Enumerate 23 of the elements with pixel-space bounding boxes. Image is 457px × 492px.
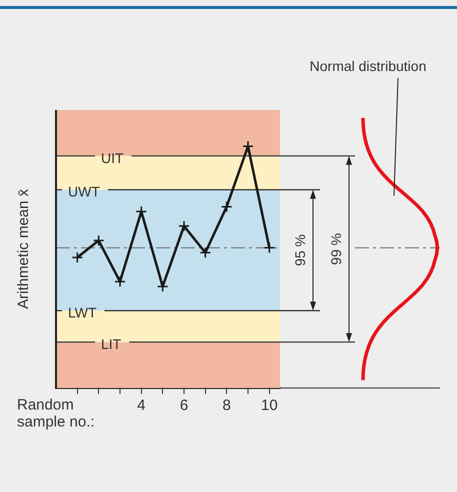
ref-line-label: LWT — [68, 304, 97, 321]
x-tick-label: 4 — [137, 397, 146, 414]
point — [114, 276, 126, 288]
x-tick-label: 8 — [222, 397, 231, 414]
x-tick-label: 10 — [260, 397, 278, 414]
ref-line-label: UWT — [68, 184, 100, 200]
point — [72, 252, 84, 264]
point — [200, 246, 212, 258]
point — [220, 200, 232, 212]
x-tick-label: 6 — [180, 397, 188, 414]
point — [242, 140, 254, 152]
text: 95 % — [292, 234, 308, 266]
ref-line-label: UIT — [101, 150, 124, 166]
point — [264, 242, 276, 254]
y-axis-title: Arithmetic mean x̄ — [15, 188, 32, 310]
point — [156, 280, 168, 292]
text: 99 % — [328, 233, 344, 265]
point — [92, 234, 104, 246]
x-axis-title: Random sample no.: — [17, 396, 95, 431]
text: Normal distribution — [310, 58, 426, 74]
point — [136, 206, 148, 218]
ref-line-label: LIT — [101, 336, 122, 352]
point — [178, 220, 190, 232]
